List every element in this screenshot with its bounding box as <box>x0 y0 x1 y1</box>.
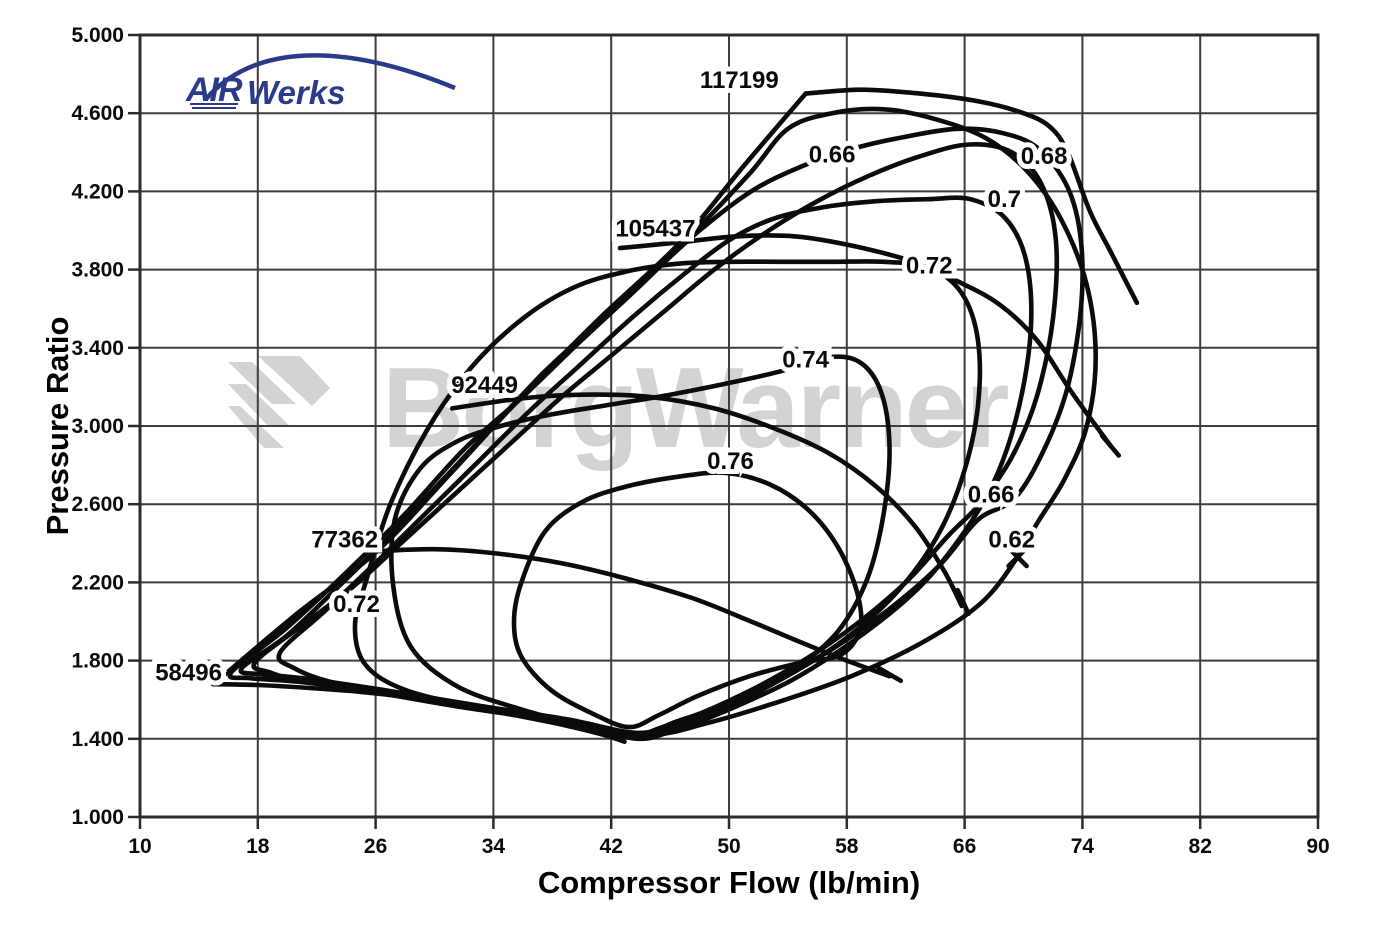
x-axis-title: Compressor Flow (lb/min) <box>538 865 920 900</box>
line-end-tick-marker <box>955 587 971 617</box>
speed-line-92449 <box>449 392 964 609</box>
speed-line-label: 117199 <box>700 67 779 94</box>
y-tick-label: 2.600 <box>71 493 124 516</box>
map-curves <box>210 87 1140 744</box>
efficiency-label: 0.62 <box>988 526 1035 553</box>
x-tick-label: 18 <box>246 835 270 858</box>
x-tick-label: 42 <box>600 835 623 858</box>
x-tick-label: 74 <box>1071 835 1095 858</box>
airwerks-swoosh-icon <box>204 53 456 101</box>
speed-line-105437 <box>617 233 1113 448</box>
x-tick-label: 10 <box>128 835 151 858</box>
speed-line-58496 <box>210 681 627 744</box>
x-tick-label: 58 <box>835 835 859 858</box>
x-tick-label: 26 <box>364 835 387 858</box>
line-end-tick-marker <box>1099 433 1122 458</box>
speed-line-label: 77362 <box>311 526 378 553</box>
line-end-tick-marker <box>875 665 904 684</box>
y-tick-label: 1.800 <box>71 650 124 673</box>
x-tick-label: 66 <box>953 835 976 858</box>
efficiency-label: 0.76 <box>707 448 754 475</box>
speed-line-77362 <box>374 546 892 679</box>
y-tick-label: 4.600 <box>71 102 124 125</box>
x-tick-label: 34 <box>482 835 506 858</box>
y-tick-label: 3.800 <box>71 259 124 282</box>
contour-0.76 <box>511 470 864 730</box>
speed-line-label: 105437 <box>615 216 695 243</box>
efficiency-label: 0.66 <box>968 481 1015 508</box>
speed-line-117199 <box>803 87 1140 306</box>
y-tick-label: 4.200 <box>71 180 124 203</box>
contour-0.74 <box>389 354 892 742</box>
y-tick-label: 5.000 <box>71 24 124 47</box>
airwerks-logo-text-air: AIR <box>185 71 243 109</box>
axis-ticks: 10 18 26 34 42 50 58 66 74 82 90 1.000 1.400 1.800 2.2… <box>71 24 1329 858</box>
x-tick-label: 50 <box>717 835 740 858</box>
efficiency-label: 0.7 <box>988 186 1021 213</box>
y-axis-title: Pressure Ratio <box>40 317 75 536</box>
borgwarner-ribbon-icon <box>228 356 330 448</box>
speed-line-label: 92449 <box>451 372 518 399</box>
efficiency-label: 0.72 <box>333 591 380 618</box>
y-tick-label: 2.200 <box>71 571 124 594</box>
y-tick-label: 3.400 <box>71 337 124 360</box>
airwerks-underline <box>190 103 238 109</box>
speed-line-label: 58496 <box>155 659 222 686</box>
y-tick-label: 1.400 <box>71 728 124 751</box>
x-tick-label: 90 <box>1306 835 1329 858</box>
efficiency-label: 0.68 <box>1021 143 1068 170</box>
efficiency-label: 0.74 <box>782 347 829 374</box>
y-tick-label: 3.000 <box>71 415 124 438</box>
efficiency-label: 0.66 <box>809 141 856 168</box>
airwerks-logo-text-werks: Werks <box>247 74 345 111</box>
y-tick-label: 1.000 <box>71 806 124 829</box>
x-tick-label: 82 <box>1189 835 1212 858</box>
efficiency-label: 0.72 <box>906 253 953 280</box>
curve-labels: 117199 105437 92449 77362 58496 0.62 0.66 0.66 0… <box>150 62 1072 691</box>
airwerks-logo: AIR Werks <box>185 53 456 111</box>
contour-end-cross-marker <box>1006 545 1029 569</box>
